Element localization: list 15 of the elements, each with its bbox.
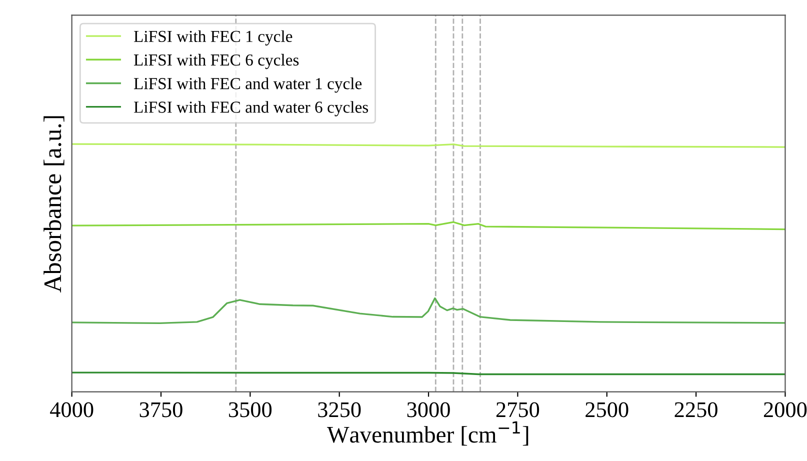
x-tick-label: 2750 <box>496 402 540 418</box>
legend-label: LiFSI with FEC 6 cycles <box>134 54 299 70</box>
legend-label: LiFSI with FEC 1 cycle <box>134 30 292 46</box>
x-axis-title: Wavenumber [cm$^{−1}$] <box>327 421 528 446</box>
x-tick-label: 3500 <box>229 402 272 418</box>
x-tick-label: 3000 <box>407 402 450 418</box>
y-axis-title: Absorbance [a.u.] <box>44 116 64 292</box>
x-tick-label: 3250 <box>318 402 361 418</box>
x-tick-label: 3750 <box>140 402 182 418</box>
x-tick-label: 2000 <box>764 402 807 418</box>
legend-label: LiFSI with FEC and water 1 cycle <box>134 78 362 93</box>
x-tick-label: 4000 <box>50 402 94 418</box>
x-tick-label: 2500 <box>586 402 628 418</box>
legend-label: LiFSI with FEC and water 6 cycles <box>134 101 368 116</box>
x-tick-label: 2250 <box>674 402 718 418</box>
